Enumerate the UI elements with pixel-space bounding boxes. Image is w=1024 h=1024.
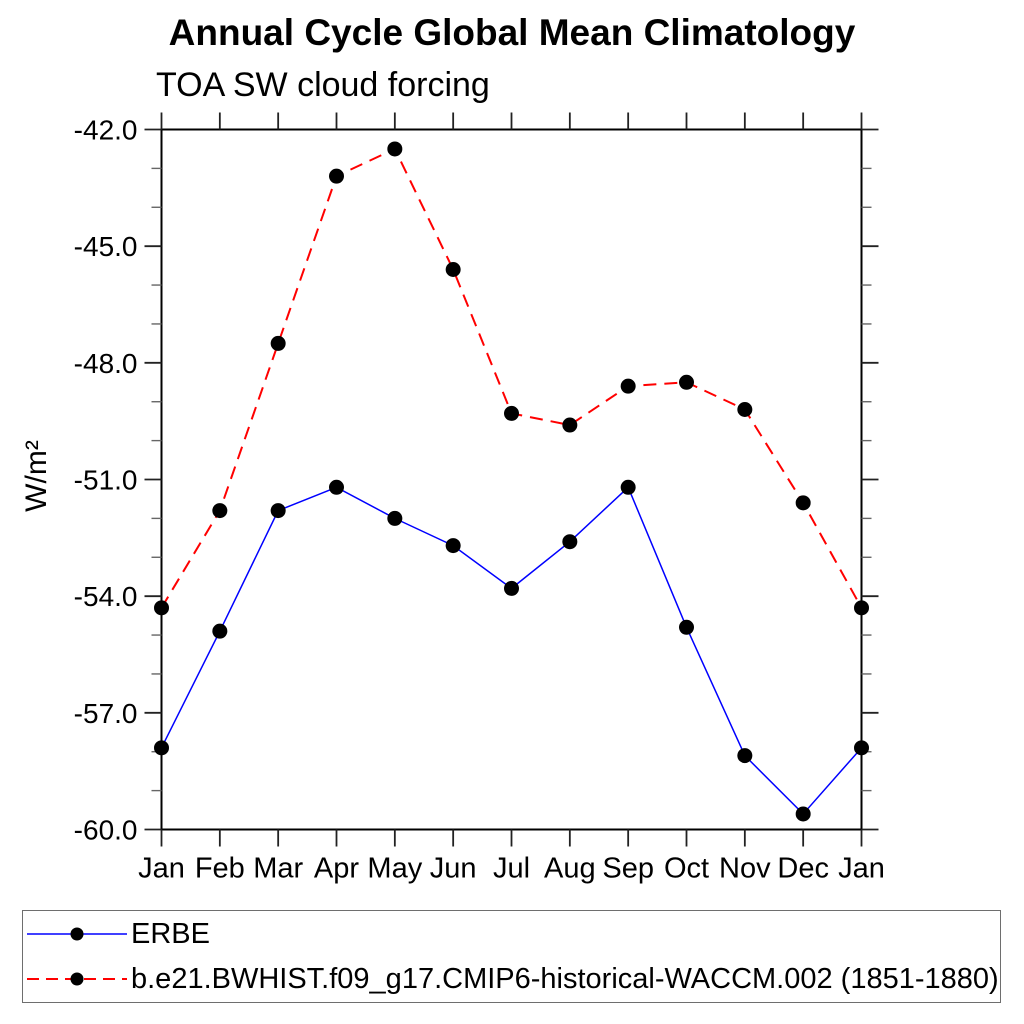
- x-tick-label: Mar: [253, 853, 303, 885]
- data-point-series-1: [212, 503, 228, 519]
- series-line-1: [160, 147, 863, 609]
- data-point-series-0: [154, 740, 169, 756]
- data-point-series-0: [737, 748, 753, 764]
- y-tick-label: -45.0: [74, 231, 138, 262]
- legend-sample-marker: [70, 927, 84, 941]
- data-point-series-1: [154, 600, 169, 616]
- y-tick-label: -54.0: [74, 581, 138, 612]
- data-point-series-1: [737, 402, 753, 417]
- x-tick-label: Aug: [544, 853, 596, 885]
- data-point-series-0: [329, 479, 344, 495]
- data-point-series-1: [795, 495, 811, 511]
- series-line-0: [160, 485, 863, 816]
- chart-subtitle: TOA SW cloud forcing: [156, 66, 490, 104]
- legend-label-erbe: ERBE: [131, 917, 210, 950]
- data-point-series-0: [270, 503, 286, 519]
- x-tick-label: Dec: [777, 853, 829, 885]
- legend-sample-marker: [70, 972, 84, 986]
- legend-line-sample-erbe: [27, 927, 127, 941]
- x-tick-label: Jan: [838, 853, 885, 885]
- x-tick-label: Jun: [430, 853, 477, 885]
- data-point-series-1: [854, 600, 869, 616]
- legend: ERBE b.e21.BWHIST.f09_g17.CMIP6-historic…: [22, 910, 1001, 1003]
- plot-frame: [160, 128, 863, 831]
- data-point-series-1: [329, 168, 344, 184]
- data-point-series-0: [387, 510, 403, 526]
- legend-item-erbe: ERBE: [23, 912, 1000, 956]
- x-tick-label: May: [367, 853, 422, 885]
- x-tick-label: Nov: [719, 853, 771, 885]
- x-tick-label: Jul: [493, 853, 530, 885]
- data-point-series-0: [562, 534, 578, 550]
- chart-title: Annual Cycle Global Mean Climatology: [168, 12, 856, 53]
- data-point-series-1: [562, 417, 578, 433]
- x-tick-label: Jan: [138, 853, 185, 885]
- data-point-series-0: [620, 479, 636, 495]
- y-tick-label: -48.0: [74, 348, 138, 379]
- legend-item-model: b.e21.BWHIST.f09_g17.CMIP6-historical-WA…: [23, 957, 1000, 1001]
- data-point-series-0: [854, 740, 869, 756]
- legend-label-model: b.e21.BWHIST.f09_g17.CMIP6-historical-WA…: [131, 962, 999, 995]
- x-tick-label: Oct: [664, 853, 709, 885]
- y-tick-label: -60.0: [74, 815, 138, 846]
- data-point-series-1: [270, 335, 286, 351]
- x-tick-label: Apr: [314, 853, 359, 885]
- data-point-series-0: [445, 538, 461, 554]
- x-tick-label: Feb: [195, 853, 245, 885]
- data-point-series-0: [679, 619, 694, 635]
- data-point-series-1: [445, 262, 461, 277]
- data-point-series-1: [620, 378, 636, 394]
- y-tick-label: -51.0: [74, 465, 138, 496]
- legend-line-sample-model: [27, 972, 127, 986]
- data-point-series-1: [387, 141, 403, 157]
- data-point-series-0: [504, 580, 519, 596]
- data-point-series-1: [504, 405, 519, 421]
- data-point-series-0: [795, 806, 811, 822]
- y-tick-label: -42.0: [74, 115, 138, 146]
- y-tick-label: -57.0: [74, 698, 138, 729]
- data-point-series-1: [679, 374, 694, 390]
- plot-area: Jan Feb Mar Apr May Jun Jul Aug Sep Oct Nov Dec Jan-…: [74, 112, 885, 885]
- data-point-series-0: [212, 623, 228, 639]
- x-tick-label: Sep: [602, 853, 654, 885]
